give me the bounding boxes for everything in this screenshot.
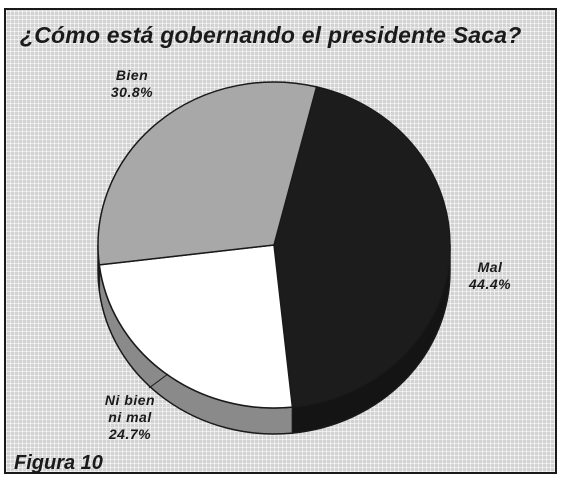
pie-slices <box>97 81 451 409</box>
leader-line-1 <box>148 373 169 389</box>
leader-lines <box>148 373 169 389</box>
chart-frame: ¿Cómo está gobernando el presidente Saca… <box>4 8 557 474</box>
slice-label-1: Ni bien ni mal 24.7% <box>105 392 155 442</box>
pie-slice-0 <box>273 85 451 408</box>
slice-labels: Mal 44.4% Ni bien ni mal 24.7% Bien 30.8% <box>105 67 511 442</box>
chart-title: ¿Cómo está gobernando el presidente Saca… <box>20 22 522 48</box>
pie-chart: Mal 44.4% Ni bien ni mal 24.7% Bien 30.8% <box>97 67 511 442</box>
slice-label-0: Mal 44.4% <box>468 259 511 292</box>
figure-label: Figura 10 <box>14 452 103 474</box>
slice-label-2: Bien 30.8% <box>111 67 153 100</box>
pie-slice-2 <box>97 81 318 266</box>
pie-slice-1 <box>98 244 294 409</box>
